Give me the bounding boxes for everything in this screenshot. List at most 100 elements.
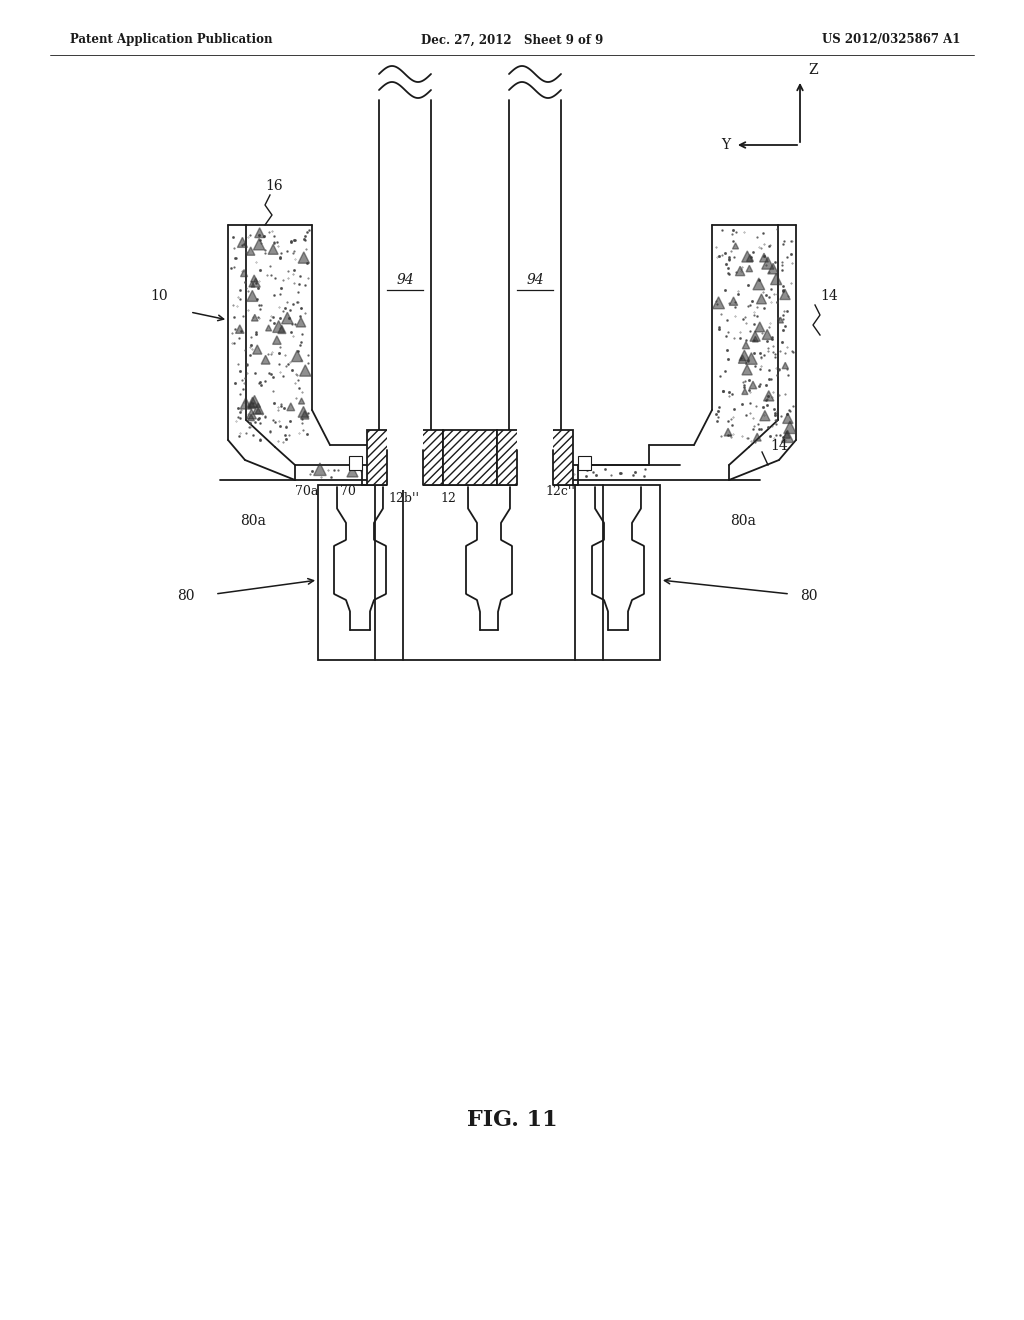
Polygon shape [236,325,244,334]
Polygon shape [782,363,788,368]
Bar [318,484,660,660]
Polygon shape [771,273,781,285]
Bar [367,430,443,484]
Polygon shape [268,244,279,255]
Text: 70: 70 [340,484,356,498]
Polygon shape [724,428,732,436]
Polygon shape [253,403,264,414]
Polygon shape [272,335,282,345]
Polygon shape [755,322,765,331]
Polygon shape [255,408,261,413]
Text: 80a: 80a [730,513,756,528]
Bar [349,455,362,470]
Polygon shape [261,355,270,364]
Polygon shape [746,265,753,272]
Polygon shape [248,397,258,408]
Polygon shape [738,355,746,363]
Bar [517,425,553,490]
Polygon shape [299,397,304,404]
Polygon shape [253,345,262,354]
Polygon shape [753,279,765,290]
Polygon shape [746,255,754,261]
Polygon shape [249,281,255,286]
Polygon shape [251,275,258,282]
Polygon shape [238,238,248,247]
Polygon shape [760,253,768,261]
Text: 70a: 70a [295,484,318,498]
Polygon shape [768,263,778,275]
Polygon shape [754,433,761,441]
Polygon shape [247,247,255,255]
Polygon shape [247,290,258,301]
Polygon shape [783,421,797,433]
Bar [379,100,431,430]
Polygon shape [249,396,260,408]
Polygon shape [347,466,358,477]
Text: 80: 80 [800,589,817,603]
Text: Dec. 27, 2012   Sheet 9 of 9: Dec. 27, 2012 Sheet 9 of 9 [421,33,603,46]
Polygon shape [757,294,766,304]
Polygon shape [782,413,793,424]
Polygon shape [272,321,285,333]
Text: 12c'': 12c'' [545,484,574,498]
Polygon shape [278,326,286,334]
Polygon shape [762,330,772,339]
Text: 80: 80 [177,589,195,603]
Text: FIG. 11: FIG. 11 [467,1109,557,1131]
Text: 16: 16 [265,180,283,193]
Text: Z: Z [808,63,817,77]
Polygon shape [739,350,750,360]
Bar [497,430,573,484]
Polygon shape [764,391,774,401]
Text: 10: 10 [151,289,168,304]
Polygon shape [742,342,750,348]
Text: 12b'': 12b'' [388,492,419,506]
Polygon shape [753,337,758,342]
Polygon shape [253,239,265,249]
Polygon shape [453,465,465,478]
Polygon shape [292,350,303,362]
Polygon shape [252,314,258,321]
Polygon shape [732,243,738,249]
Bar [443,430,497,484]
Polygon shape [248,401,255,409]
Text: 12: 12 [440,492,456,506]
Polygon shape [735,267,744,276]
Text: 94: 94 [396,273,414,286]
Text: 94: 94 [526,273,544,286]
Polygon shape [282,313,293,323]
Bar [509,100,561,430]
Polygon shape [298,252,309,263]
Polygon shape [255,228,264,238]
Polygon shape [241,397,252,409]
Polygon shape [741,388,748,395]
Bar [387,425,423,490]
Polygon shape [287,403,295,411]
Text: US 2012/0325867 A1: US 2012/0325867 A1 [821,33,961,46]
Polygon shape [745,352,757,364]
Polygon shape [300,364,311,376]
Polygon shape [300,411,309,418]
Polygon shape [713,297,725,309]
Polygon shape [777,317,783,323]
Text: Y: Y [721,139,730,152]
Polygon shape [741,251,753,263]
Polygon shape [247,409,256,418]
Text: 14: 14 [770,440,787,453]
Polygon shape [762,257,774,269]
Polygon shape [251,279,260,288]
Text: Patent Application Publication: Patent Application Publication [70,33,272,46]
Polygon shape [742,364,753,375]
Polygon shape [783,432,791,438]
Polygon shape [241,269,248,277]
Polygon shape [750,381,757,389]
Text: 80a: 80a [240,513,266,528]
Polygon shape [265,325,271,331]
Polygon shape [760,411,770,421]
Polygon shape [399,466,410,477]
Polygon shape [781,430,794,442]
Polygon shape [729,297,737,305]
Bar [578,455,591,470]
Polygon shape [379,469,386,475]
Polygon shape [296,317,306,327]
